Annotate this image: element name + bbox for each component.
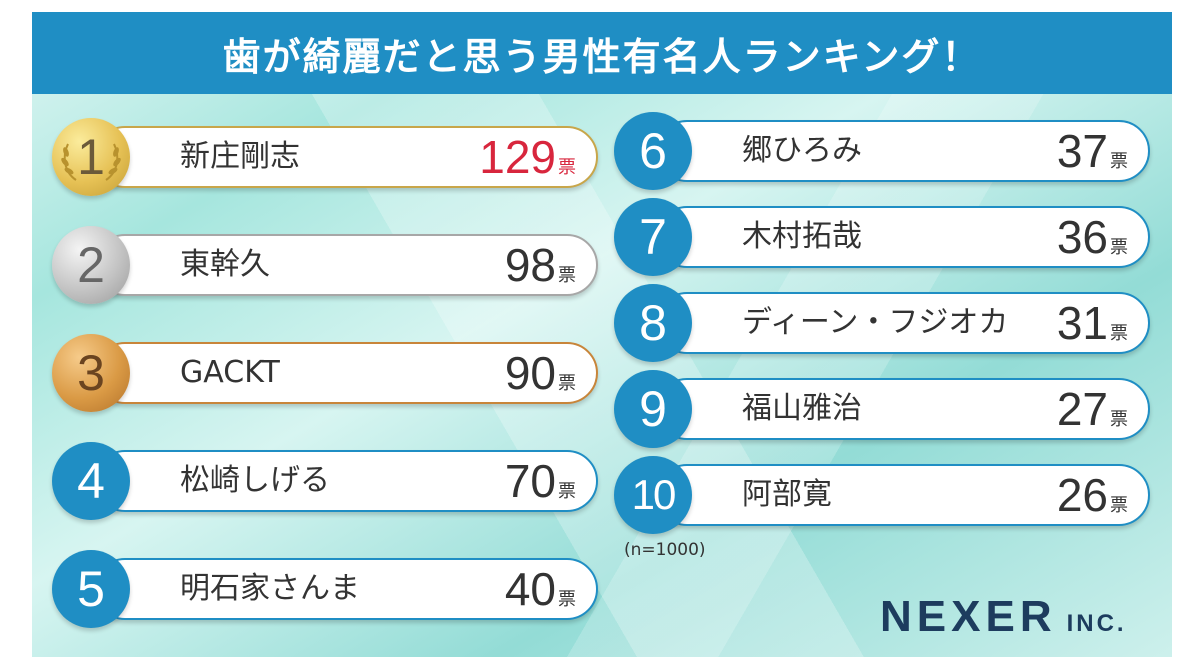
ranking-row-4: 4 松崎しげる 70 票 — [52, 442, 598, 520]
ranking-pill — [656, 292, 1150, 354]
vote-count: 36 票 — [1057, 202, 1128, 272]
vote-unit: 票 — [558, 481, 576, 502]
rank-badge: 4 — [52, 442, 130, 520]
vote-unit: 票 — [558, 373, 576, 394]
vote-count: 37 票 — [1057, 116, 1128, 186]
ranking-pill — [656, 464, 1150, 526]
vote-count: 70 票 — [505, 446, 576, 516]
celebrity-name: ディーン・フジオカ — [742, 305, 1009, 340]
celebrity-name: 新庄剛志 — [180, 139, 300, 174]
vote-unit: 票 — [558, 265, 576, 286]
celebrity-name: 木村拓哉 — [742, 219, 862, 254]
ranking-pill — [94, 126, 598, 188]
celebrity-name: 明石家さんま — [180, 571, 360, 606]
vote-unit: 票 — [558, 589, 576, 610]
laurel-wreath-icon — [61, 143, 121, 181]
nexer-logo: NEXER INC. — [880, 592, 1127, 642]
rank-badge-bronze: 3 — [52, 334, 130, 412]
vote-number: 36 — [1056, 211, 1108, 263]
ranking-row-7: 7 木村拓哉 36 票 — [614, 198, 1150, 276]
rank-badge: 10 — [614, 456, 692, 534]
ranking-pill — [94, 450, 598, 512]
ranking-pill — [94, 234, 598, 296]
vote-count: 129 票 — [479, 122, 576, 192]
rank-badge: 6 — [614, 112, 692, 190]
vote-unit: 票 — [1110, 323, 1128, 344]
vote-count: 98 票 — [505, 230, 576, 300]
ranking-row-1: 1 新庄剛志 129 票 — [52, 118, 598, 196]
rank-number: 9 — [639, 381, 667, 437]
ranking-row-5: 5 明石家さんま 40 票 — [52, 550, 598, 628]
rank-number: 10 — [631, 471, 677, 518]
page-title: 歯が綺麗だと思う男性有名人ランキング！ — [222, 34, 982, 79]
celebrity-name: 松崎しげる — [180, 463, 330, 498]
rank-number: 5 — [77, 561, 105, 617]
vote-number: 129 — [479, 131, 556, 183]
vote-count: 40 票 — [505, 554, 576, 624]
vote-number: 26 — [1056, 469, 1108, 521]
sample-size-note: (n=1000) — [624, 540, 706, 560]
ranking-row-9: 9 福山雅治 27 票 — [614, 370, 1150, 448]
ranking-pill — [656, 120, 1150, 182]
ranking-pill — [656, 378, 1150, 440]
vote-number: 27 — [1056, 383, 1108, 435]
vote-number: 70 — [504, 455, 556, 507]
vote-unit: 票 — [1110, 495, 1128, 516]
rank-number: 7 — [639, 209, 667, 265]
ranking-row-6: 6 郷ひろみ 37 票 — [614, 112, 1150, 190]
vote-unit: 票 — [1110, 151, 1128, 172]
ranking-card: 歯が綺麗だと思う男性有名人ランキング！ 1 新庄剛志 — [32, 12, 1172, 657]
ranking-row-8: 8 ディーン・フジオカ 31 票 — [614, 284, 1150, 362]
rank-number: 2 — [77, 237, 105, 293]
rank-number: 8 — [639, 295, 667, 351]
vote-count: 26 票 — [1057, 460, 1128, 530]
vote-number: 90 — [504, 347, 556, 399]
rank-badge: 9 — [614, 370, 692, 448]
vote-count: 31 票 — [1057, 288, 1128, 358]
rank-number: 4 — [77, 453, 105, 509]
vote-count: 27 票 — [1057, 374, 1128, 444]
rank-badge-gold: 1 — [52, 118, 130, 196]
logo-sub-text: INC. — [1066, 610, 1127, 637]
ranking-pill — [94, 558, 598, 620]
rank-number: 3 — [77, 345, 105, 401]
vote-unit: 票 — [558, 157, 576, 178]
vote-number: 37 — [1056, 125, 1108, 177]
celebrity-name: 郷ひろみ — [742, 133, 862, 168]
rank-number: 6 — [639, 123, 667, 179]
ranking-row-3: 3 GACKT 90 票 — [52, 334, 598, 412]
ranking-pill — [656, 206, 1150, 268]
ranking-row-10: 10 阿部寛 26 票 — [614, 456, 1150, 534]
vote-number: 98 — [504, 239, 556, 291]
vote-unit: 票 — [1110, 409, 1128, 430]
vote-number: 31 — [1056, 297, 1108, 349]
celebrity-name: 福山雅治 — [742, 391, 862, 426]
rank-badge-silver: 2 — [52, 226, 130, 304]
celebrity-name: 阿部寛 — [742, 477, 832, 512]
rank-badge: 8 — [614, 284, 692, 362]
rank-number: 1 — [77, 129, 105, 185]
rank-badge: 5 — [52, 550, 130, 628]
vote-unit: 票 — [1110, 237, 1128, 258]
title-banner: 歯が綺麗だと思う男性有名人ランキング！ — [32, 12, 1172, 94]
vote-count: 90 票 — [505, 338, 576, 408]
celebrity-name: GACKT — [180, 355, 280, 390]
ranking-pill — [94, 342, 598, 404]
logo-main-text: NEXER — [880, 592, 1057, 641]
celebrity-name: 東幹久 — [180, 247, 270, 282]
rank-badge: 7 — [614, 198, 692, 276]
vote-number: 40 — [504, 563, 556, 615]
ranking-row-2: 2 東幹久 98 票 — [52, 226, 598, 304]
